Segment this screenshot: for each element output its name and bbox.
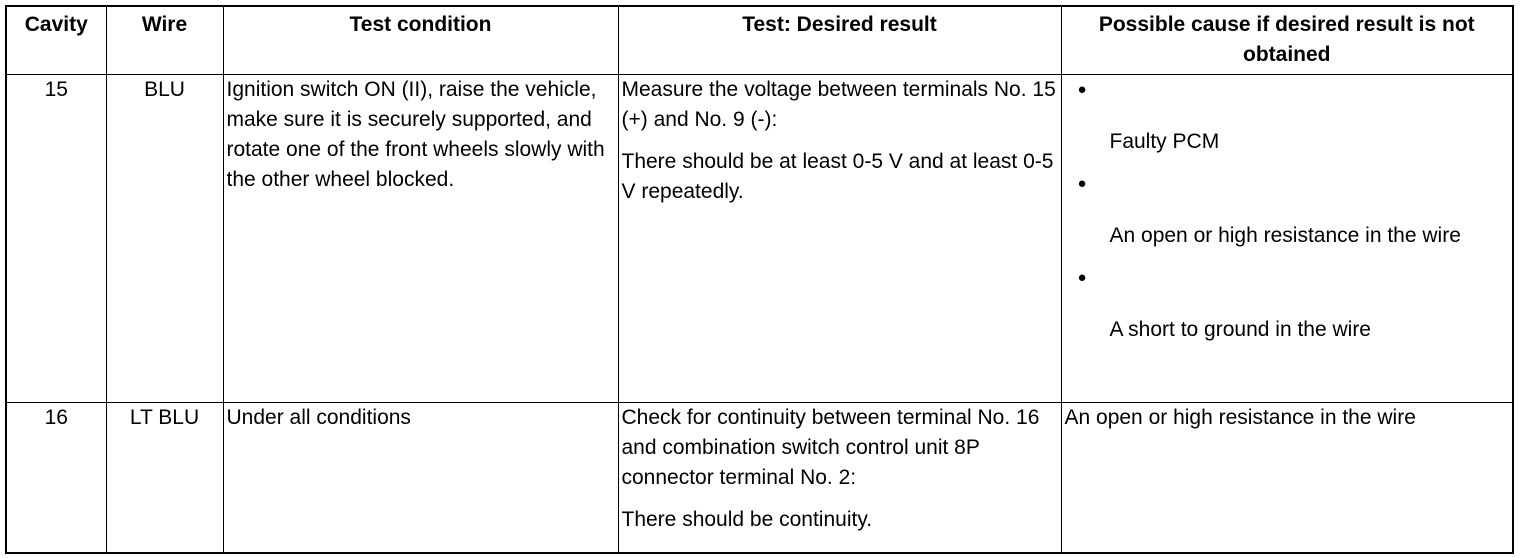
wire: LT BLU bbox=[105, 402, 224, 553]
wire: BLU bbox=[105, 74, 224, 403]
result-text: Measure the voltage between terminals No… bbox=[621, 78, 1056, 131]
cavity: 16 bbox=[5, 402, 107, 553]
bullet: ● bbox=[1077, 175, 1087, 192]
cause: An open or high resistance in the wire bbox=[1060, 402, 1514, 553]
header-cell: Test: Desired result bbox=[617, 5, 1062, 75]
result-text: There should be continuity. bbox=[621, 508, 873, 531]
result-text: Check for continuity between terminal No… bbox=[621, 406, 1040, 489]
row: 16 LT BLU Under all conditions Check for… bbox=[5, 402, 1514, 553]
bullet-item: ● A short to ground in the wire bbox=[1062, 263, 1513, 345]
cause-text: Faulty PCM bbox=[1109, 130, 1220, 153]
bullet: ● bbox=[1077, 81, 1087, 98]
row: 15 BLU Ignition switch ON (II), raise th… bbox=[5, 74, 1514, 403]
cause-text: An open or high resistance in the wire bbox=[1109, 224, 1461, 247]
bullet-item: ● Faulty PCM bbox=[1062, 75, 1513, 169]
causes: ● Faulty PCM ● An open or high resistance … bbox=[1060, 74, 1514, 403]
condition: Under all conditions bbox=[222, 402, 619, 553]
result: Measure the voltage between terminals No… bbox=[617, 74, 1062, 403]
header-cell: Cavity bbox=[5, 5, 107, 75]
header-cell: Wire bbox=[105, 5, 224, 75]
cause-text: A short to ground in the wire bbox=[1109, 318, 1372, 341]
header-cell: Test condition bbox=[222, 5, 619, 75]
header-cell: Possible cause if desired result is not … bbox=[1060, 5, 1514, 75]
result: Check for continuity between terminal No… bbox=[617, 402, 1062, 553]
bullet: ● bbox=[1077, 269, 1087, 286]
header-row: Cavity Wire Test condition Test: Desired… bbox=[5, 5, 1514, 75]
table: Cavity Wire Test condition Test: Desired… bbox=[5, 5, 1514, 554]
result-text: There should be at least 0-5 V and at le… bbox=[621, 150, 1054, 203]
bullet-item: ● An open or high resistance in the wire bbox=[1062, 169, 1513, 263]
cavity: 15 bbox=[5, 74, 107, 403]
condition: Ignition switch ON (II), raise the vehic… bbox=[222, 74, 619, 403]
